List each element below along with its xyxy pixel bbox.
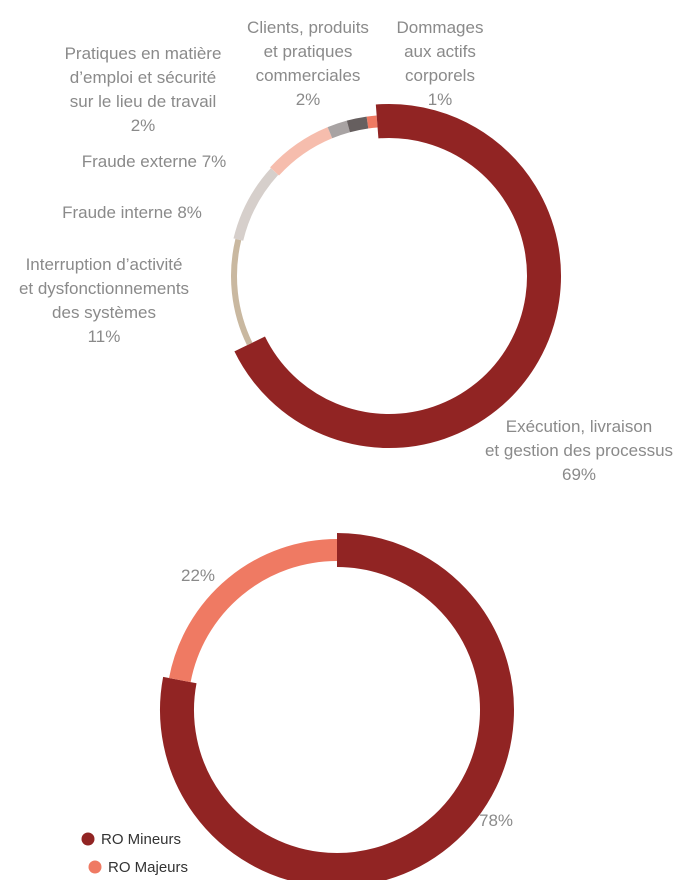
risk-label-1: Interruption d’activité et dysfonctionnem… [19, 255, 189, 346]
legend-label-1: RO Majeurs [108, 859, 188, 876]
risk-label-5: Clients, produits et pratiques commerciale… [247, 18, 369, 109]
risk-label-0-line: et gestion des processus [485, 441, 673, 460]
legend-swatch-1 [88, 860, 102, 874]
risk-label-3: Fraude externe 7% [82, 152, 227, 171]
risk-label-4-line: sur le lieu de travail [70, 92, 216, 111]
legend-label-0: RO Mineurs [101, 831, 181, 848]
risk-slice-1 [231, 238, 253, 346]
risk-label-6-line: corporels [405, 66, 475, 85]
risk-label-1-line: et dysfonctionnements [19, 279, 189, 298]
risk-label-6-line: aux actifs [404, 42, 476, 61]
risk-label-5-line: 2% [296, 90, 321, 109]
risk-label-4-line: d’emploi et sécurité [70, 68, 216, 87]
risk-label-4-line: 2% [131, 116, 156, 135]
risk-label-6-line: 1% [428, 90, 453, 109]
risk-label-4-line: Pratiques en matière [65, 44, 222, 63]
risk-label-3-line: Fraude externe 7% [82, 152, 227, 171]
ro-label-majeurs-line: 22% [181, 566, 215, 585]
risk-label-6-line: Dommages [397, 18, 484, 37]
risk-slice-0 [234, 104, 561, 448]
risk-label-4: Pratiques en matière d’emploi et sécurité… [65, 44, 222, 135]
risk-label-5-line: commerciales [256, 66, 361, 85]
risk-label-6: Dommages aux actifs corporels 1% [397, 18, 484, 109]
ro-slice-0 [160, 533, 514, 880]
ro-label-mineurs: 78% [479, 811, 513, 830]
risk-label-1-line: Interruption d’activité [26, 255, 183, 274]
risk-label-1-line: des systèmes [52, 303, 156, 322]
risk-slice-4 [327, 120, 351, 139]
risk-slice-2 [233, 168, 279, 241]
ro-label-mineurs-line: 78% [479, 811, 513, 830]
risk-slice-3 [270, 127, 333, 176]
risk-label-1-line: 11% [88, 327, 121, 346]
risk-label-2-line: Fraude interne 8% [62, 203, 202, 222]
risk-slice-6 [366, 115, 378, 129]
risk-label-2: Fraude interne 8% [62, 203, 202, 222]
risk-slice-5 [346, 116, 369, 133]
ro-slice-1 [169, 539, 338, 683]
risk-label-0-line: 69% [562, 465, 596, 484]
legend-swatch-0 [81, 832, 95, 846]
risk-label-5-line: Clients, produits [247, 18, 369, 37]
ro-label-majeurs: 22% [181, 566, 215, 585]
risk-label-0-line: Exécution, livraison [506, 417, 652, 436]
risk-label-0: Exécution, livraison et gestion des proce… [485, 417, 673, 484]
risk-label-5-line: et pratiques [264, 42, 353, 61]
